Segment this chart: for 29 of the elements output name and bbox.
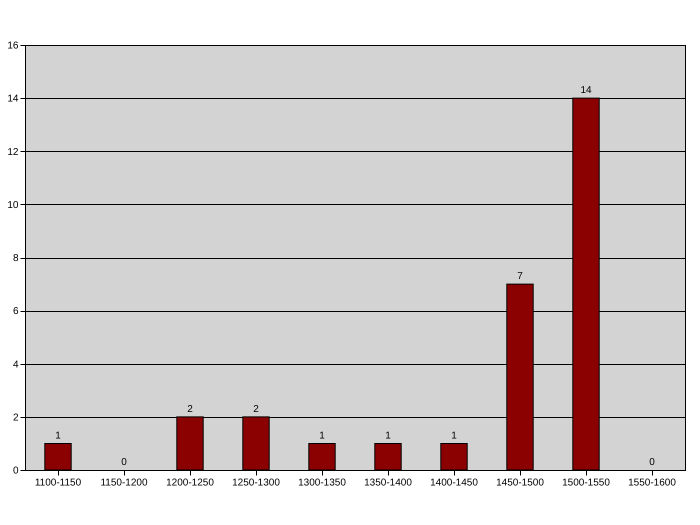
x-tick-label: 1300-1350	[298, 478, 346, 488]
x-tick-label: 1350-1400	[364, 478, 412, 488]
y-tick-label: 2	[12, 412, 19, 424]
y-tick-label: 10	[7, 200, 19, 211]
x-tick-label: 1400-1450	[430, 478, 478, 488]
data-label: 1	[55, 430, 62, 442]
y-tick-label: 4	[12, 359, 19, 370]
y-tick-label: 8	[12, 253, 19, 264]
data-label: 1	[385, 430, 392, 442]
x-tick-label: 1500-1550	[562, 478, 610, 488]
y-tick-label: 0	[12, 466, 19, 476]
data-label: 14	[580, 85, 592, 96]
data-label: 1	[451, 430, 458, 442]
data-label: 1	[319, 430, 326, 442]
x-tick-label: 1200-1250	[166, 478, 214, 488]
data-label: 0	[121, 457, 128, 468]
x-tick-label: 1550-1600	[628, 478, 676, 488]
x-tick-label: 1150-1200	[100, 478, 148, 488]
data-label: 2	[253, 404, 260, 415]
y-tick-label: 16	[7, 40, 19, 52]
x-tick-label: 1100-1150	[34, 478, 82, 488]
y-tick-label: 6	[12, 306, 19, 318]
y-tick-label: 14	[7, 94, 19, 105]
data-label: 7	[517, 271, 524, 282]
data-label: 0	[649, 457, 656, 468]
x-tick-label: 1450-1500	[496, 478, 544, 488]
y-tick-label: 12	[7, 146, 19, 158]
data-label: 2	[187, 404, 194, 415]
x-tick-label: 1250-1300	[232, 478, 280, 488]
